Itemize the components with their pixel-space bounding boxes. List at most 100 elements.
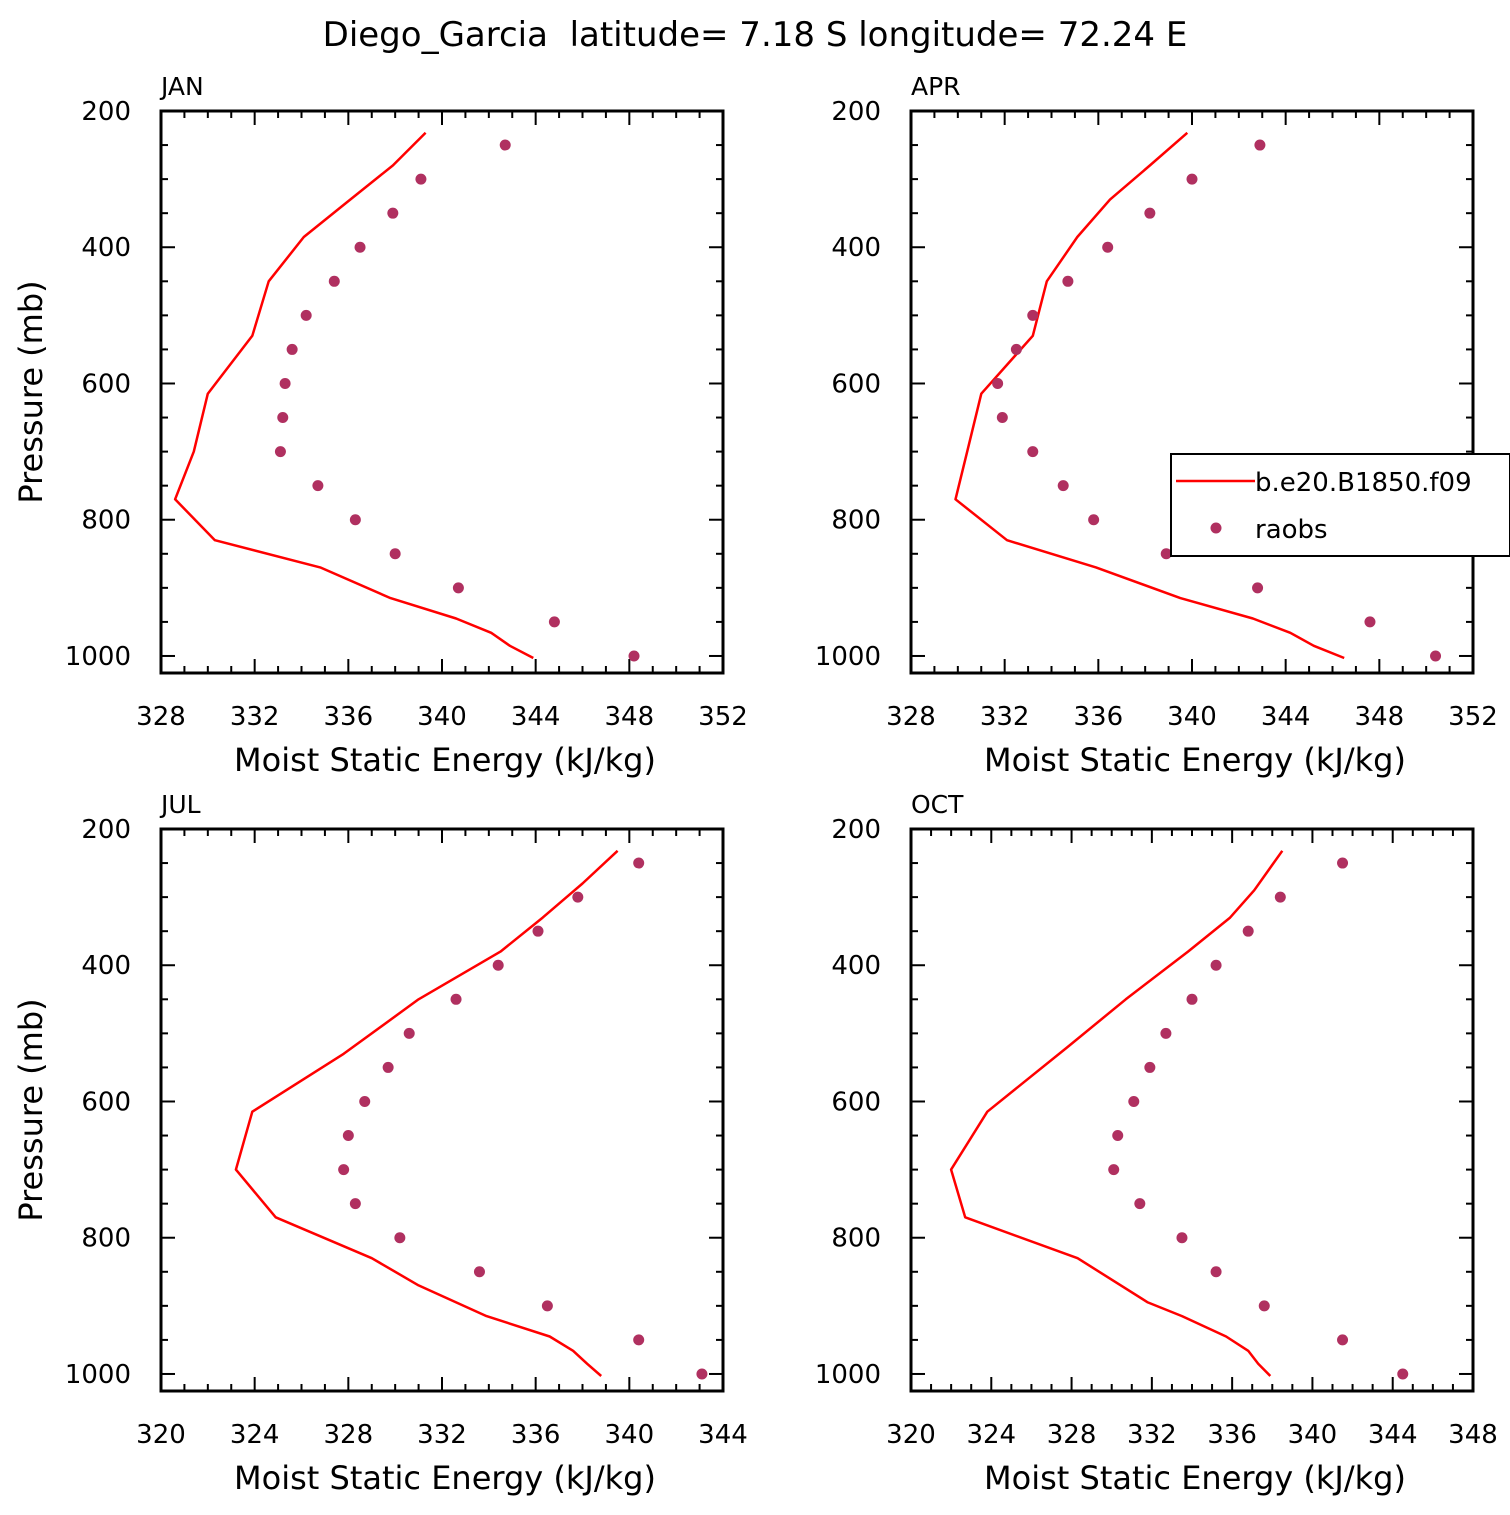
- x-tick-label: 336: [1207, 1420, 1257, 1450]
- y-tick-label: 400: [831, 951, 881, 981]
- raobs-point: [633, 857, 645, 869]
- plot-frame: [909, 827, 1475, 1393]
- y-tick-label: 1000: [815, 1360, 881, 1390]
- legend-line-label: b.e20.B1850.f09: [1255, 468, 1472, 498]
- panel-title: APR: [911, 72, 961, 101]
- raobs-point: [338, 1164, 350, 1176]
- x-axis-label: Moist Static Energy (kJ/kg): [984, 1459, 1406, 1497]
- x-tick-label: 348: [1448, 1420, 1498, 1450]
- x-tick-label: 328: [886, 702, 936, 732]
- y-tick-label: 200: [81, 815, 131, 845]
- y-tick-label: 800: [81, 506, 131, 536]
- panel-title: JAN: [159, 72, 204, 101]
- raobs-point: [1364, 616, 1376, 628]
- raobs-point: [1088, 514, 1100, 526]
- y-tick-label: 400: [81, 233, 131, 263]
- x-tick-label: 324: [966, 1420, 1016, 1450]
- raobs-point: [328, 275, 340, 287]
- raobs-point: [1186, 173, 1198, 185]
- plot-frame: [159, 827, 725, 1393]
- raobs-point: [572, 891, 584, 903]
- raobs-point: [1144, 207, 1156, 219]
- x-tick-label: 352: [1448, 702, 1498, 732]
- x-tick-label: 344: [698, 1420, 748, 1450]
- x-tick-label: 340: [1167, 702, 1217, 732]
- y-tick-label: 800: [831, 1224, 881, 1254]
- raobs-point: [1160, 1027, 1172, 1039]
- raobs-point: [394, 1232, 406, 1244]
- legend-dot-label: raobs: [1255, 515, 1328, 545]
- raobs-point: [342, 1130, 354, 1142]
- raobs-point: [274, 446, 286, 458]
- y-tick-label: 800: [831, 506, 881, 536]
- y-tick-label: 1000: [815, 642, 881, 672]
- x-tick-label: 340: [417, 702, 467, 732]
- y-axis-label: Pressure (mb): [12, 998, 50, 1221]
- panel-oct: OCT 320 324 328 332 336 340 344 348 200 400 600 800 1…: [815, 790, 1498, 1497]
- raobs-point: [1010, 343, 1022, 355]
- y-tick-label: 800: [81, 1224, 131, 1254]
- model-line-series: [173, 131, 534, 660]
- raobs-point: [1134, 1198, 1146, 1210]
- y-tick-label: 600: [831, 1087, 881, 1117]
- x-tick-label: 320: [136, 1420, 186, 1450]
- raobs-point: [1210, 1266, 1222, 1278]
- plot-frame: [909, 109, 1475, 675]
- x-tick-label: 340: [605, 1420, 655, 1450]
- raobs-point: [1102, 241, 1114, 253]
- raobs-point: [1128, 1095, 1140, 1107]
- raobs-point: [473, 1266, 485, 1278]
- raobs-point: [450, 993, 462, 1005]
- x-axis-label: Moist Static Energy (kJ/kg): [984, 741, 1406, 779]
- x-tick-label: 344: [1261, 702, 1311, 732]
- x-tick-label: 344: [1368, 1420, 1418, 1450]
- raobs-point: [300, 309, 312, 321]
- x-tick-label: 332: [417, 1420, 467, 1450]
- raobs-point: [1430, 650, 1442, 662]
- raobs-point: [1108, 1164, 1120, 1176]
- model-line-series: [949, 850, 1284, 1377]
- x-tick-label: 324: [230, 1420, 280, 1450]
- raobs-point: [541, 1300, 553, 1312]
- raobs-point: [387, 207, 399, 219]
- figure-title: Diego_Garcia latitude= 7.18 S longitude=…: [323, 15, 1188, 55]
- raobs-point: [415, 173, 427, 185]
- x-tick-label: 348: [1355, 702, 1405, 732]
- raobs-point: [696, 1368, 708, 1380]
- panel-jul: JUL 320 324 328 332 336 340 344 200 400 600 800 1000…: [12, 790, 748, 1497]
- raobs-point: [349, 1198, 361, 1210]
- raobs-point: [286, 343, 298, 355]
- raobs-point: [1062, 275, 1074, 287]
- x-tick-label: 332: [230, 702, 280, 732]
- raobs-point: [452, 582, 464, 594]
- x-tick-label: 348: [605, 702, 655, 732]
- raobs-point: [1176, 1232, 1188, 1244]
- raobs-point: [532, 925, 544, 937]
- y-tick-label: 400: [81, 951, 131, 981]
- panel-jan: JAN 328 332 336 340 344 348 352 200 400 600 800 1000…: [12, 72, 748, 779]
- model-line-series: [954, 131, 1345, 660]
- x-tick-label: 336: [1074, 702, 1124, 732]
- raobs-point: [1144, 1061, 1156, 1073]
- raobs-point: [312, 480, 324, 492]
- x-tick-label: 328: [324, 1420, 374, 1450]
- raobs-point: [403, 1027, 415, 1039]
- raobs-point: [277, 412, 289, 424]
- y-axis-label: Pressure (mb): [12, 280, 50, 503]
- x-tick-label: 336: [511, 1420, 561, 1450]
- y-tick-label: 400: [831, 233, 881, 263]
- x-axis-label: Moist Static Energy (kJ/kg): [234, 741, 656, 779]
- raobs-point: [1337, 1334, 1349, 1346]
- y-tick-label: 200: [831, 97, 881, 127]
- legend-dot-swatch: [1210, 522, 1222, 534]
- raobs-point: [1112, 1130, 1124, 1142]
- y-tick-label: 600: [831, 369, 881, 399]
- raobs-point: [1210, 959, 1222, 971]
- x-tick-label: 352: [698, 702, 748, 732]
- raobs-point: [1252, 582, 1264, 594]
- raobs-point: [992, 377, 1004, 389]
- raobs-point: [1027, 446, 1039, 458]
- raobs-point: [996, 412, 1008, 424]
- raobs-point: [1274, 891, 1286, 903]
